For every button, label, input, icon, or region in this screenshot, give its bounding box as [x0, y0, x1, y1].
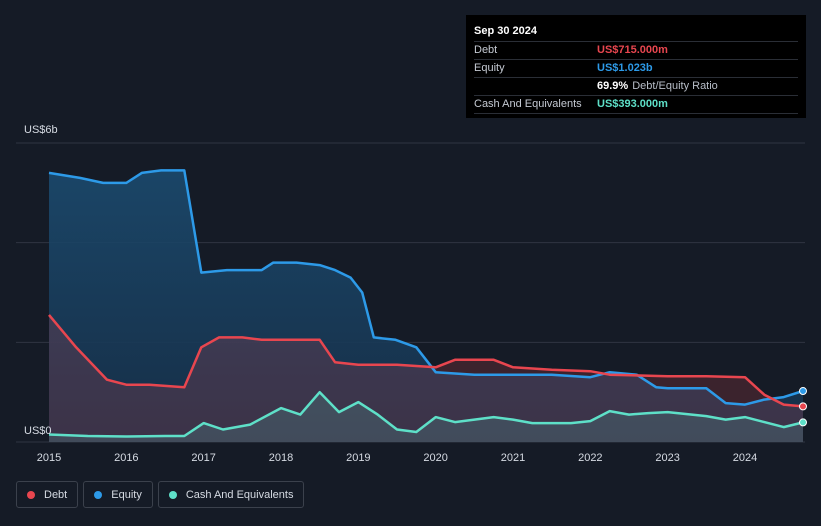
x-tick-label: 2020 — [423, 452, 447, 464]
equity-end-point — [799, 387, 807, 396]
legend-item-cash[interactable]: Cash And Equivalents — [157, 481, 305, 508]
tooltip-value: US$1.023b — [597, 62, 653, 74]
legend-item-debt[interactable]: Debt — [16, 481, 79, 508]
cash-and-equivalents-line — [48, 390, 804, 438]
legend-label: Cash And Equivalents — [185, 488, 294, 501]
x-tick-label: 2023 — [655, 452, 679, 464]
series-areas — [49, 170, 803, 442]
series-end-markers — [799, 387, 807, 427]
cash-and-equivalents-area — [49, 392, 803, 442]
tooltip-date: Sep 30 2024 — [474, 25, 537, 37]
tooltip-label — [474, 78, 597, 95]
tooltip-row-cash: Cash And Equivalents US$393.000m — [474, 95, 798, 114]
x-tick-label: 2018 — [269, 452, 293, 464]
cash-and-equivalents-end-point — [799, 418, 807, 427]
legend-dot-icon — [27, 490, 35, 499]
tooltip-row-ratio: 69.9% Debt/Equity Ratio — [474, 77, 798, 95]
tooltip-label: Cash And Equivalents — [474, 98, 582, 110]
x-tick-label: 2021 — [501, 452, 525, 464]
tooltip-row-equity: Equity US$1.023b — [474, 59, 798, 77]
legend-item-equity[interactable]: Equity — [83, 481, 153, 508]
legend-label: Debt — [44, 488, 68, 501]
tooltip-row-debt: Debt US$715.000m — [474, 41, 798, 59]
x-tick-label: 2024 — [733, 452, 757, 464]
legend: Debt Equity Cash And Equivalents — [16, 481, 309, 508]
x-tick-label: 2022 — [578, 452, 602, 464]
series-lines — [48, 169, 804, 438]
debt-end-point — [799, 402, 807, 411]
tooltip-ratio-label: Debt/Equity Ratio — [632, 80, 718, 92]
y-tick-label: US$6b — [24, 124, 58, 136]
legend-dot-icon — [94, 490, 103, 499]
x-tick-label: 2017 — [191, 452, 215, 464]
legend-dot-icon — [168, 490, 177, 499]
tooltip-value: US$715.000m — [597, 44, 668, 56]
x-tick-label: 2016 — [114, 452, 138, 464]
legend-label: Equity — [111, 488, 142, 501]
tooltip-ratio-value: 69.9% — [597, 80, 629, 92]
debt-area — [49, 314, 803, 442]
tooltip-value: US$393.000m — [597, 98, 668, 110]
equity-line — [48, 169, 804, 406]
tooltip-panel: Sep 30 2024 Debt US$715.000m Equity US$1… — [466, 15, 806, 118]
y-axis-labels: US$6b US$0 — [24, 124, 58, 437]
tooltip-label: Equity — [474, 62, 505, 74]
x-tick-label: 2015 — [37, 452, 61, 464]
y-tick-label: US$0 — [24, 425, 52, 437]
tooltip-label: Debt — [474, 44, 498, 56]
debt-line — [48, 314, 804, 408]
x-tick-label: 2019 — [346, 452, 370, 464]
x-axis-labels: 2015 2016 2017 2018 2019 2020 2021 2022 2023 2024 — [37, 452, 757, 464]
